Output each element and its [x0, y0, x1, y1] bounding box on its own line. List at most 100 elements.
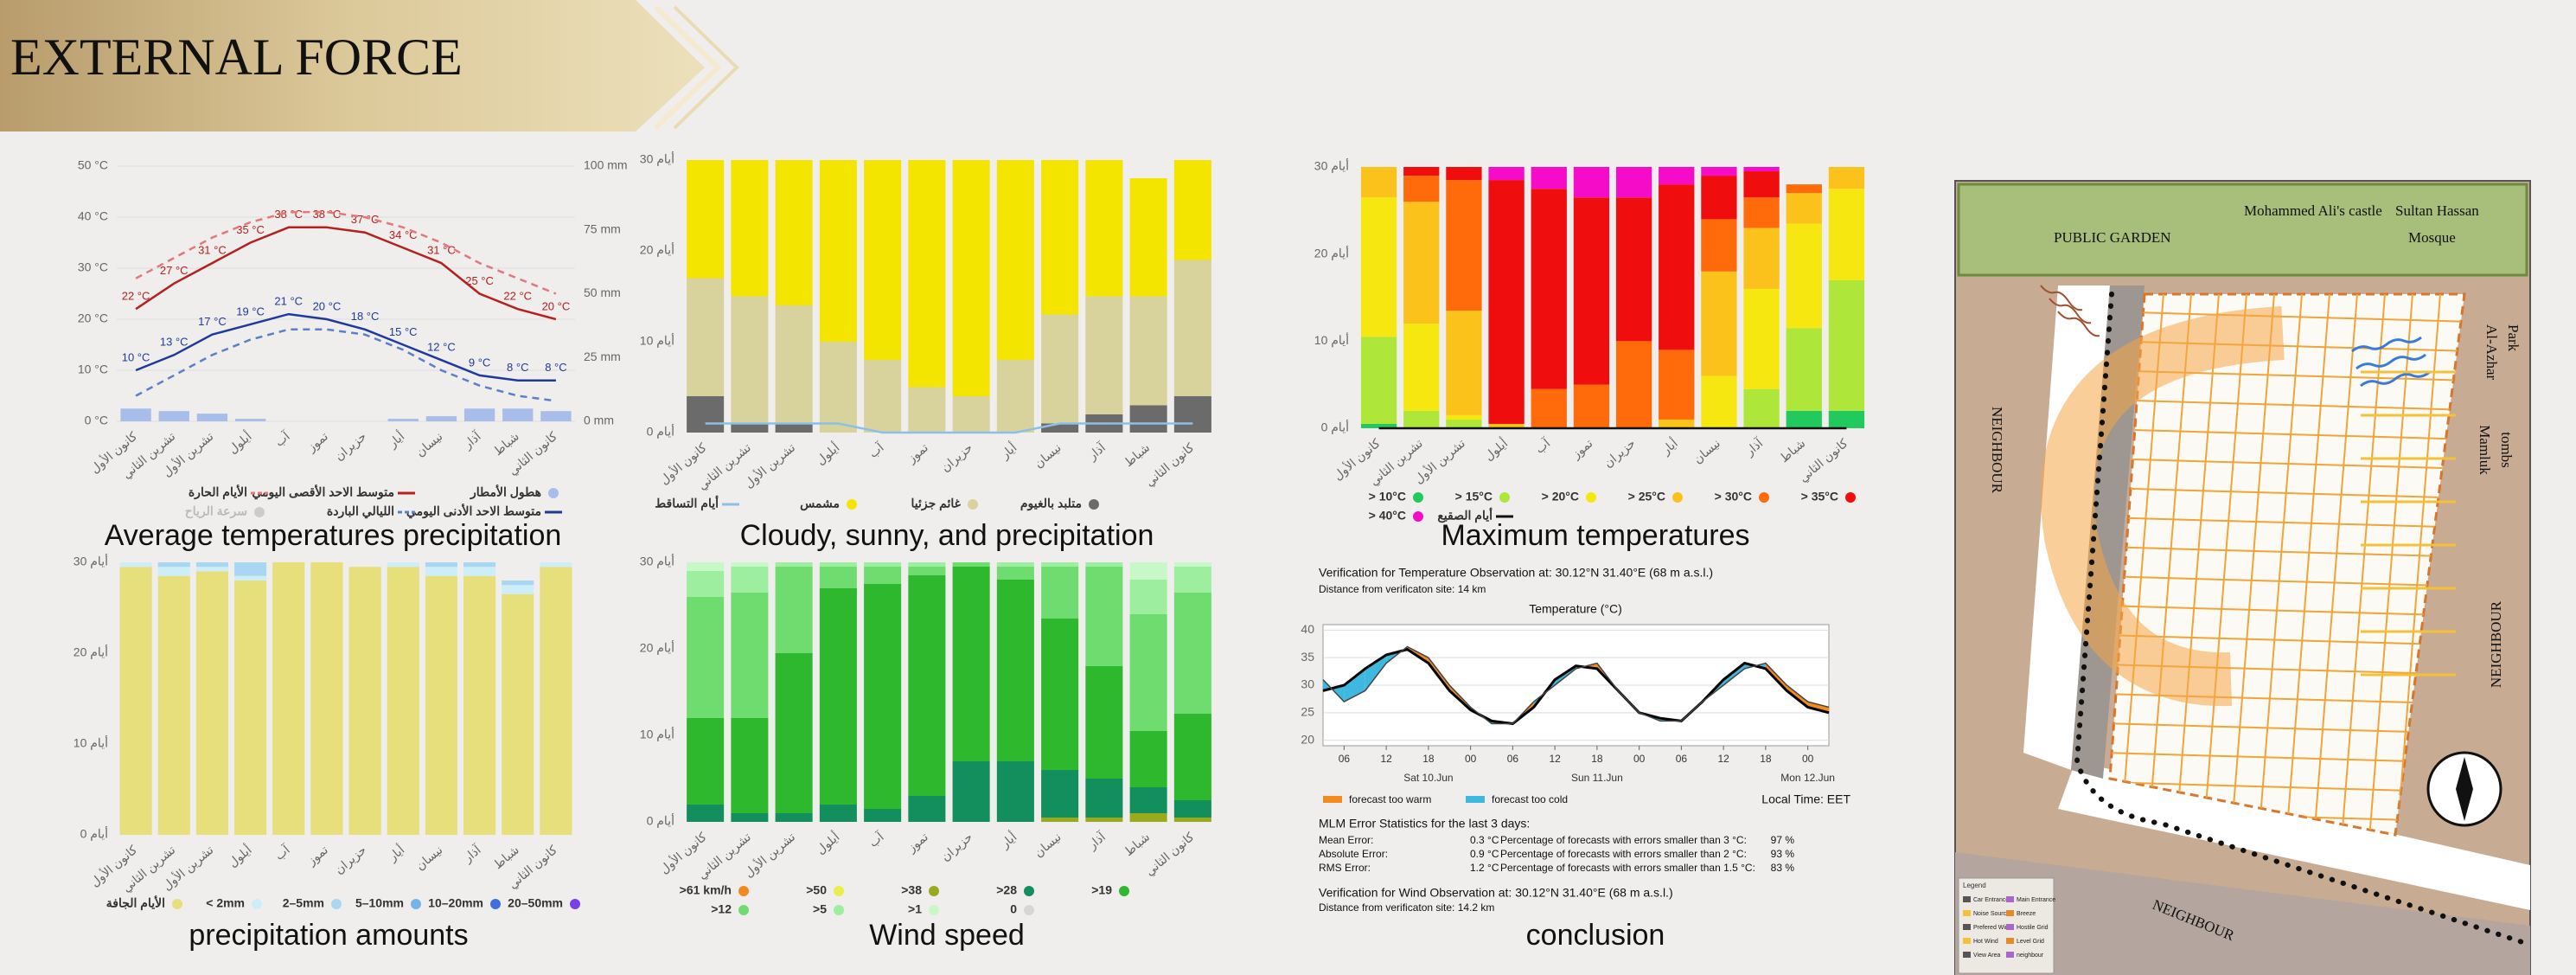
legend-marker	[252, 899, 262, 909]
bar-segment	[1786, 410, 1822, 428]
x-tick-label: أيار	[384, 427, 407, 451]
wind-heading: Verification for Wind Observation at: 30…	[1319, 886, 1673, 900]
legend-label: 2–5mm	[283, 896, 324, 910]
legend-label: متوسط الاحد الأقصى اليومي	[252, 484, 394, 500]
legend-label: >19	[1091, 883, 1112, 897]
y-tick-label: 30 °C	[78, 260, 108, 274]
bar-segment	[119, 562, 152, 568]
x-day-label: Mon 12.Jun	[1780, 772, 1835, 784]
bar-segment	[425, 575, 457, 835]
bar	[425, 416, 457, 421]
data-label: 22 °C	[122, 290, 150, 303]
bar-segment	[463, 567, 496, 576]
plan-legend-icon	[1963, 910, 1971, 916]
bar-segment	[157, 575, 190, 835]
bar-segment	[1403, 324, 1440, 411]
y-tick-label: 0 أيام	[647, 812, 675, 829]
banner: EXTERNAL FORCE	[0, 0, 739, 131]
bar-segment	[1173, 818, 1211, 822]
plan-label: PUBLIC GARDEN	[2054, 229, 2171, 246]
legend-marker	[929, 886, 939, 896]
legend-label: forecast too cold	[1492, 793, 1568, 805]
legend-marker	[1672, 492, 1683, 503]
bar-segment	[731, 593, 769, 718]
legend-marker	[1759, 492, 1769, 503]
x-tick-label: تموز	[904, 440, 931, 466]
error-area	[1365, 655, 1387, 691]
stats-cell: 83 %	[1771, 862, 1795, 874]
bar-segment	[234, 581, 267, 835]
stats-cell: Absolute Error:	[1319, 848, 1388, 860]
bar-segment	[1743, 388, 1780, 428]
bar-segment	[1488, 423, 1525, 428]
y-tick-label: 50 °C	[78, 158, 108, 172]
bar-segment	[540, 567, 572, 835]
bar-segment	[687, 278, 725, 396]
plan-grid-line	[2175, 294, 2220, 835]
error-area	[1807, 702, 1829, 713]
bar-segment	[1129, 580, 1167, 614]
bar-segment	[1743, 288, 1780, 389]
legend-label: < 2mm	[206, 896, 245, 910]
bar-segment	[387, 567, 419, 835]
bar-segment	[1446, 419, 1482, 428]
y-tick-label: 10 أيام	[640, 332, 674, 349]
legend-marker	[548, 488, 559, 498]
legend-marker	[847, 499, 857, 510]
legend-label: >5	[813, 902, 827, 916]
bar-segment	[1129, 562, 1167, 580]
bar-segment	[908, 575, 946, 796]
bar-segment	[1701, 271, 1737, 376]
y-tick-label: 0 °C	[85, 414, 108, 427]
bar	[234, 419, 266, 421]
bar-segment	[775, 813, 813, 822]
y2-tick-label: 100 mm	[584, 158, 628, 172]
bar-segment	[1701, 219, 1737, 272]
bar-segment	[1659, 419, 1695, 428]
bar-segment	[687, 562, 725, 571]
bar-segment	[1659, 167, 1695, 185]
plan-grid-line	[2313, 294, 2358, 835]
bar-segment	[195, 567, 228, 572]
y-tick-label: 30 أيام	[640, 151, 674, 167]
x-tick-label: حزيران	[938, 440, 975, 475]
x-tick-label: كانون الثاني	[1142, 830, 1198, 879]
plan-grid-line	[2110, 311, 2464, 323]
plan-grid-line	[2110, 458, 2464, 470]
bar-segment	[1041, 567, 1079, 619]
legend-label: > 20°C	[1542, 490, 1579, 504]
bar-segment	[1446, 311, 1482, 415]
bar-segment	[952, 761, 990, 822]
bar-segment	[1129, 787, 1167, 813]
x-tick-label: 18	[1591, 753, 1603, 765]
bar-segment	[1573, 384, 1610, 428]
legend-marker	[1323, 796, 1342, 803]
bar-segment	[864, 160, 902, 360]
data-label: 8 °C	[507, 361, 528, 374]
plan-label: Mosque	[2408, 229, 2456, 246]
line	[135, 312, 556, 382]
x-tick-label: شباط	[1122, 440, 1153, 470]
legend-marker	[1586, 492, 1596, 503]
x-tick-label: شباط	[1122, 830, 1153, 859]
bar-segment	[1446, 180, 1482, 311]
bar-segment	[731, 813, 769, 822]
legend-label: هطول الأمطار	[470, 484, 541, 500]
bar-segment	[952, 562, 990, 567]
bar	[502, 408, 534, 421]
plan-grid-line	[2110, 634, 2464, 646]
bar-segment	[1129, 813, 1167, 822]
bar-segment	[195, 562, 228, 568]
bar-segment	[195, 571, 228, 835]
bar-segment	[996, 360, 1034, 433]
bar-segment	[1173, 562, 1211, 567]
bar-segment	[1403, 167, 1440, 176]
plan-grid-line	[2110, 605, 2464, 617]
bar-segment	[687, 805, 725, 822]
bar-segment	[1360, 423, 1397, 428]
legend-marker	[331, 899, 342, 909]
bar-segment	[819, 160, 857, 342]
data-label: 21 °C	[274, 295, 303, 308]
bar-segment	[731, 718, 769, 813]
bar-segment	[1085, 666, 1123, 779]
